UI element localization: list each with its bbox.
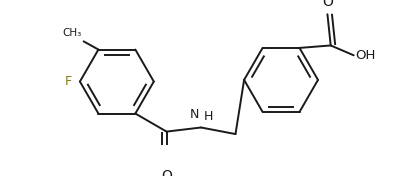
Text: O: O — [161, 169, 172, 176]
Text: O: O — [322, 0, 333, 9]
Text: OH: OH — [355, 49, 376, 62]
Text: H: H — [203, 110, 213, 122]
Text: F: F — [65, 75, 72, 88]
Text: CH₃: CH₃ — [63, 28, 82, 38]
Text: N: N — [190, 108, 199, 121]
